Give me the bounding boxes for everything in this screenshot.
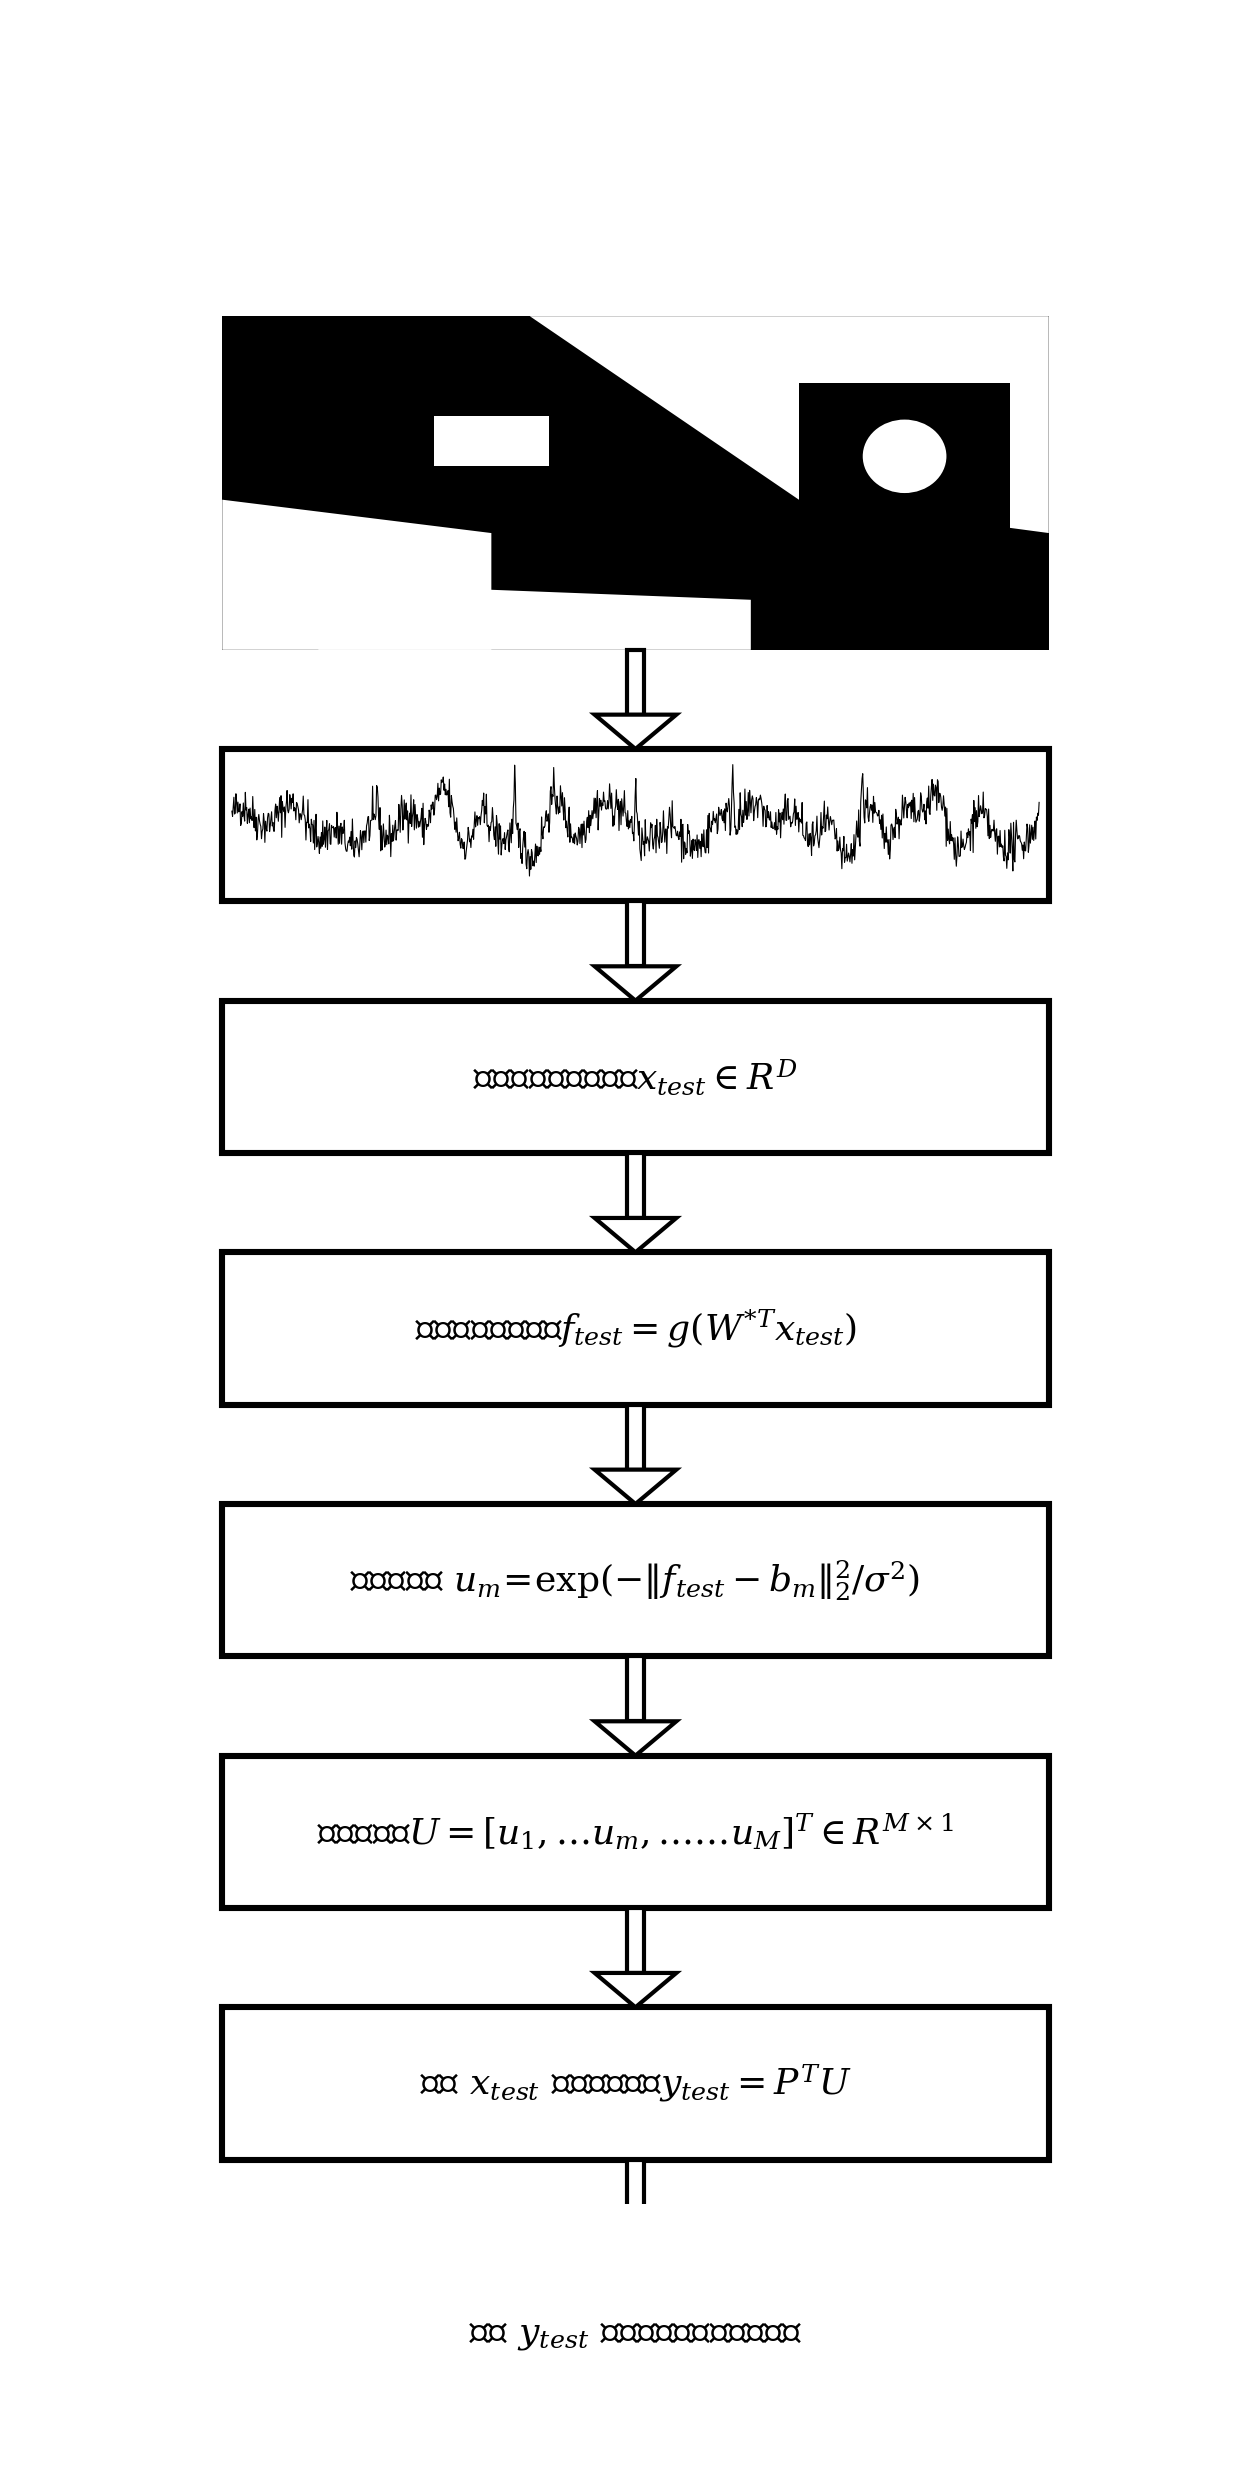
Bar bbox=[222, 1755, 1049, 1909]
Polygon shape bbox=[529, 317, 1049, 532]
Polygon shape bbox=[595, 966, 676, 1000]
Bar bbox=[222, 1000, 1049, 1154]
Polygon shape bbox=[595, 1973, 676, 2008]
Text: 得到 $x_{test}$ 的预测输出：$y_{test} = P^T U$: 得到 $x_{test}$ 的预测输出：$y_{test} = P^T U$ bbox=[419, 2063, 852, 2105]
Bar bbox=[627, 1154, 644, 1218]
Bar bbox=[434, 416, 549, 465]
Ellipse shape bbox=[862, 418, 947, 495]
Polygon shape bbox=[595, 1471, 676, 1503]
Bar bbox=[627, 2159, 644, 2223]
Polygon shape bbox=[595, 1721, 676, 1755]
Text: 得到矩阵：$U=[u_1,\ldots u_m,\ldots\ldots u_M]^T \in R^{M\times 1}$: 得到矩阵：$U=[u_1,\ldots u_m,\ldots\ldots u_M… bbox=[317, 1812, 954, 1852]
Bar bbox=[222, 1503, 1049, 1656]
Bar bbox=[627, 1909, 644, 1973]
Bar bbox=[222, 748, 1049, 901]
Text: 根据 $y_{test}$ 判断此时轴承的运行工况: 根据 $y_{test}$ 判断此时轴承的运行工况 bbox=[469, 2318, 802, 2352]
Polygon shape bbox=[222, 500, 491, 649]
Polygon shape bbox=[319, 582, 751, 649]
Polygon shape bbox=[595, 716, 676, 748]
Text: 计算其特征表示：$f_{test} = g(W^{*T}x_{test})$: 计算其特征表示：$f_{test} = g(W^{*T}x_{test})$ bbox=[414, 1307, 857, 1349]
Text: 计算每一个 $u_m\!=\!\mathrm{exp}(-\|f_{test}-b_m\|_2^2/\sigma^2)$: 计算每一个 $u_m\!=\!\mathrm{exp}(-\|f_{test}-… bbox=[351, 1557, 920, 1602]
Bar bbox=[799, 384, 1011, 567]
Polygon shape bbox=[595, 1218, 676, 1253]
Bar bbox=[627, 649, 644, 716]
Bar bbox=[222, 317, 1049, 649]
Bar bbox=[222, 2258, 1049, 2412]
Bar bbox=[627, 901, 644, 966]
Bar bbox=[222, 1253, 1049, 1404]
Bar bbox=[222, 2008, 1049, 2159]
Polygon shape bbox=[595, 2223, 676, 2258]
Bar bbox=[627, 1404, 644, 1471]
Text: 采集一个测试样本：$x_{test} \in R^D$: 采集一个测试样本：$x_{test} \in R^D$ bbox=[474, 1057, 797, 1097]
Bar bbox=[627, 1656, 644, 1721]
